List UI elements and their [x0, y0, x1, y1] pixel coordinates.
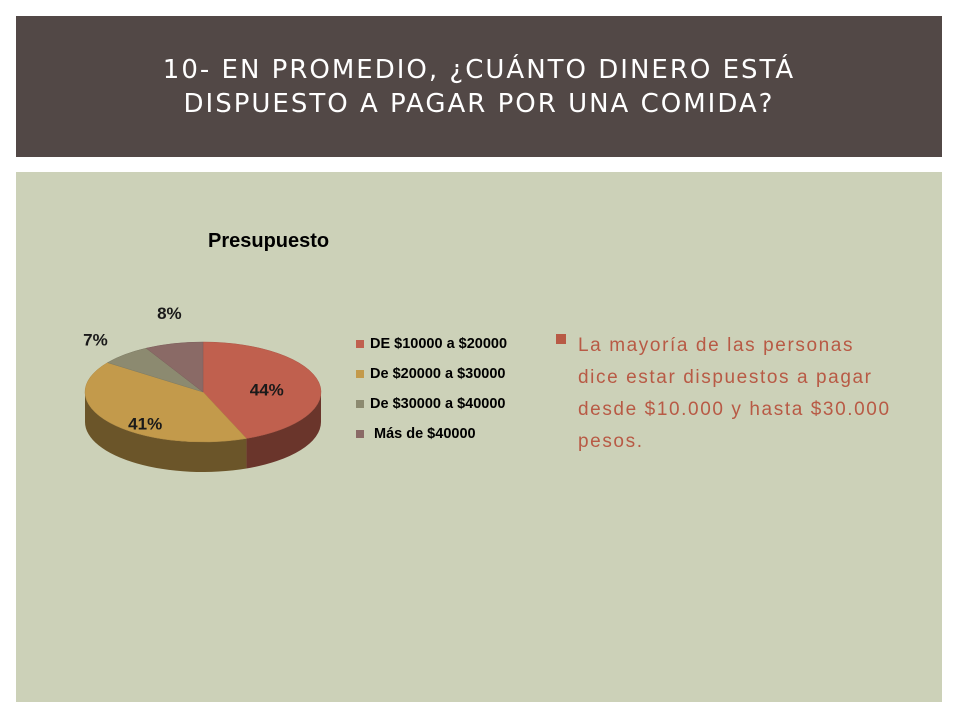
legend-label: Más de $40000 [374, 426, 476, 442]
pie-slice [145, 341, 204, 393]
legend-swatch [356, 370, 364, 378]
pie-side-wall [85, 392, 247, 473]
pie-chart: 44% 41% 7% 8% [83, 304, 322, 473]
legend-item: DE $10000 a $20000 [354, 334, 524, 355]
legend-swatch [356, 340, 364, 348]
legend-label: De $20000 a $30000 [370, 366, 506, 382]
legend-item: Más de $40000 [354, 424, 524, 445]
legend-item: De $20000 a $30000 [354, 364, 524, 385]
legend-label: DE $10000 a $20000 [370, 336, 508, 352]
legend-swatch [356, 430, 364, 438]
title-bar: 10- EN PROMEDIO, ¿CUÁNTO DINERO ESTÁ DIS… [16, 16, 942, 157]
bullet-text: La mayoría de las personas dice estar di… [578, 335, 891, 452]
content-area: Presupuesto 44% 41% 7% 8% DE $10000 a $2000… [16, 172, 942, 702]
legend-swatch [356, 400, 364, 408]
pie-data-label: 8% [157, 304, 182, 323]
slide-title: 10- EN PROMEDIO, ¿CUÁNTO DINERO ESTÁ DIS… [162, 54, 796, 119]
chart-title: Presupuesto [208, 230, 330, 252]
legend-label: De $30000 a $40000 [370, 396, 506, 412]
bullet-list: La mayoría de las personas dice estar di… [556, 330, 896, 458]
pie-slice [202, 341, 322, 439]
pie-slice [84, 362, 247, 443]
bullet-square-icon [556, 334, 566, 344]
pie-data-label: 7% [83, 331, 108, 350]
chart-legend: DE $10000 a $20000 De $20000 a $30000 De… [354, 334, 524, 454]
pie-data-label: 44% [250, 380, 284, 399]
legend-item: De $30000 a $40000 [354, 394, 524, 415]
pie-side-wall [246, 392, 321, 469]
pie-data-label: 41% [128, 414, 162, 433]
